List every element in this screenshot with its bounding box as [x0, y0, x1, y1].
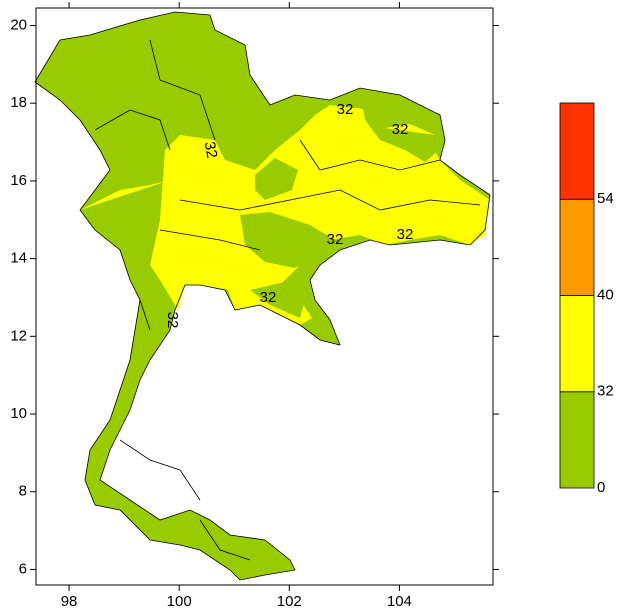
- province-border: [199, 519, 251, 561]
- province-border: [159, 229, 261, 251]
- province-border: [179, 189, 481, 211]
- province-border: [299, 139, 441, 171]
- province-border: [119, 439, 201, 501]
- y-tick-label: 16: [10, 172, 27, 189]
- contour-label: 32: [164, 312, 181, 329]
- x-tick-label: 98: [61, 593, 78, 610]
- contour-label: 32: [392, 121, 409, 138]
- x-tick-label: 100: [167, 593, 192, 610]
- contour-label: 32: [260, 289, 277, 306]
- cool-zone: [240, 212, 335, 268]
- contour-label: 32: [337, 101, 354, 118]
- y-tick-label: 10: [10, 405, 27, 422]
- colorbar-label: 54: [597, 190, 614, 207]
- sea-patch: [385, 124, 435, 135]
- plot-frame: [35, 7, 494, 586]
- colorbar-label: 32: [597, 383, 614, 400]
- colorbar-segment: [559, 295, 595, 393]
- y-tick-label: 12: [10, 327, 27, 344]
- contour-label: 32: [397, 226, 414, 243]
- y-tick-label: 8: [19, 483, 27, 500]
- sea-patch: [320, 108, 360, 130]
- colorbar-label: 0: [597, 479, 605, 496]
- contour-label: 32: [327, 231, 344, 248]
- colorbar-label: 40: [597, 286, 614, 303]
- x-tick-label: 102: [277, 593, 302, 610]
- sea-patch: [80, 180, 170, 210]
- province-border: [94, 109, 171, 151]
- cool-zone: [255, 158, 298, 200]
- contour-label: 32: [201, 140, 221, 159]
- land: [34, 11, 491, 581]
- province-border: [139, 299, 151, 331]
- cool-zone: [250, 282, 305, 318]
- y-tick-label: 6: [19, 560, 27, 577]
- y-tick-label: 14: [10, 250, 27, 267]
- colorbar-segment: [559, 102, 595, 200]
- country-border: [34, 11, 491, 581]
- colorbar-segment: [559, 198, 595, 296]
- province-border: [149, 39, 216, 141]
- y-tick-label: 20: [10, 16, 27, 33]
- y-tick-label: 18: [10, 94, 27, 111]
- colorbar-segment: [559, 391, 595, 489]
- x-tick-label: 104: [387, 593, 412, 610]
- heat-zone: [150, 105, 490, 325]
